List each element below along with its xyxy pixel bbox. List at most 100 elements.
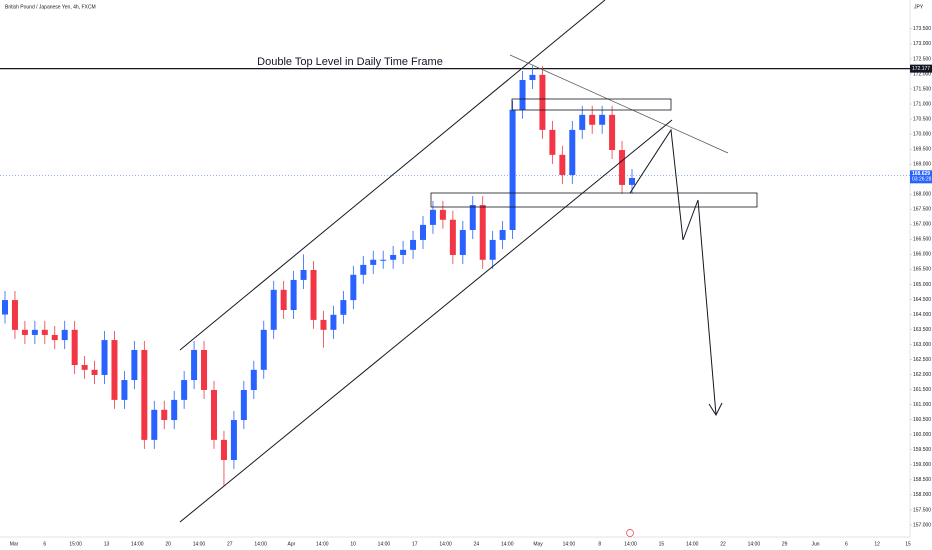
- y-tick-label: 167.500: [913, 207, 931, 213]
- y-tick-label: 158.500: [913, 477, 931, 483]
- candle-body: [410, 239, 417, 250]
- candle-body: [81, 365, 88, 370]
- candle-body: [290, 279, 297, 310]
- channel-lower: [179, 119, 673, 523]
- candle-body: [509, 109, 516, 231]
- candle-body: [2, 300, 8, 315]
- resistance-box: [511, 98, 672, 111]
- x-tick-label: 29: [782, 541, 788, 547]
- candle-body: [380, 259, 387, 261]
- y-tick-label: 159.000: [913, 462, 931, 468]
- y-tick-label: 162.500: [913, 357, 931, 363]
- x-tick-label: 17: [412, 541, 418, 547]
- y-tick-label: 169.000: [913, 161, 931, 167]
- x-tick-label: 14:00: [254, 541, 267, 547]
- x-tick-label: 14:00: [686, 541, 699, 547]
- y-tick-label: 163.000: [913, 342, 931, 348]
- y-tick-label: 172.000: [913, 71, 931, 77]
- y-tick-label: 171.000: [913, 101, 931, 107]
- candle-body: [41, 329, 48, 335]
- countdown-label: 03:26:28: [912, 177, 932, 183]
- y-tick-label: 161.000: [913, 402, 931, 408]
- projection-path: [629, 128, 717, 416]
- candle-body: [280, 289, 287, 310]
- candle-body: [31, 329, 38, 335]
- candle-body: [250, 369, 257, 390]
- y-tick-label: 158.000: [913, 492, 931, 498]
- y-tick-label: 170.500: [913, 116, 931, 122]
- candle-body: [579, 114, 586, 130]
- x-tick-label: 27: [227, 541, 233, 547]
- x-tick-label: 14:00: [624, 541, 637, 547]
- candle-body: [230, 420, 237, 461]
- candle-body: [211, 389, 217, 440]
- x-tick-label: 24: [474, 541, 480, 547]
- candle-body: [519, 79, 526, 110]
- y-tick-label: 164.500: [913, 297, 931, 303]
- candle-body: [489, 239, 496, 260]
- candle-body: [71, 329, 78, 366]
- x-tick-label: 10: [350, 541, 356, 547]
- candle-body: [121, 380, 128, 400]
- channel-upper: [179, 0, 606, 351]
- level-label: 172.177: [912, 66, 930, 72]
- candle-body: [629, 177, 635, 185]
- candle-body: [609, 114, 616, 151]
- y-tick-label: 166.000: [913, 252, 931, 258]
- x-tick-label: 15:00: [69, 541, 82, 547]
- candle-body: [151, 409, 158, 440]
- y-tick-label: 157.500: [913, 507, 931, 513]
- x-tick-label: 14:00: [316, 541, 329, 547]
- trend-line: [509, 54, 729, 154]
- candle-body: [439, 209, 446, 220]
- y-tick-label: 168.000: [913, 192, 931, 198]
- candle-body: [91, 369, 98, 375]
- y-tick-label: 165.000: [913, 282, 931, 288]
- y-tick-label: 157.000: [913, 522, 931, 528]
- candle-body: [400, 249, 407, 255]
- x-tick-label: 20: [165, 541, 171, 547]
- x-tick-label: 14:00: [439, 541, 452, 547]
- candle-body: [270, 289, 277, 330]
- projection-arrowhead: [708, 402, 723, 417]
- y-tick-label: 165.500: [913, 267, 931, 273]
- x-tick-label: 14:00: [748, 541, 761, 547]
- x-tick-label: 15: [905, 541, 911, 547]
- chart-title: British Pound / Japanese Yen, 4h, FXCM: [5, 4, 96, 10]
- annotation: Double Top Level in Daily Time Frame: [257, 56, 443, 68]
- candle-body: [131, 349, 138, 381]
- y-tick-label: 167.000: [913, 222, 931, 228]
- candle-body: [559, 154, 566, 175]
- candle-body: [320, 319, 327, 330]
- x-tick-label: May: [533, 541, 543, 547]
- x-tick-label: 14:00: [501, 541, 514, 547]
- y-tick-label: 164.000: [913, 312, 931, 318]
- candle-body: [101, 340, 108, 375]
- candle-body: [260, 329, 267, 370]
- y-tick-label: 169.500: [913, 146, 931, 152]
- candle-body: [111, 340, 118, 400]
- y-tick-label: 170.000: [913, 131, 931, 137]
- candle-body: [449, 219, 456, 255]
- level-tag: [910, 64, 932, 73]
- y-tick-label: 166.500: [913, 237, 931, 243]
- x-tick-label: 13: [104, 541, 110, 547]
- candle-body: [479, 205, 486, 260]
- x-tick-label: 6: [845, 541, 848, 547]
- candle-body: [469, 205, 476, 231]
- currency-label: JPY: [914, 4, 924, 10]
- x-tick-label: 8: [598, 541, 601, 547]
- x-tick-label: Jun: [811, 541, 819, 547]
- candle-body: [599, 114, 606, 125]
- candle-body: [589, 114, 596, 125]
- y-tick-label: 172.500: [913, 56, 931, 62]
- event-icon[interactable]: [626, 529, 634, 537]
- candle-body: [161, 409, 168, 421]
- candle-body: [539, 74, 546, 130]
- last-price-tag: [910, 170, 932, 184]
- y-tick-label: 161.500: [913, 387, 931, 393]
- y-tick-label: 171.500: [913, 86, 931, 92]
- x-tick-label: 14:00: [563, 541, 576, 547]
